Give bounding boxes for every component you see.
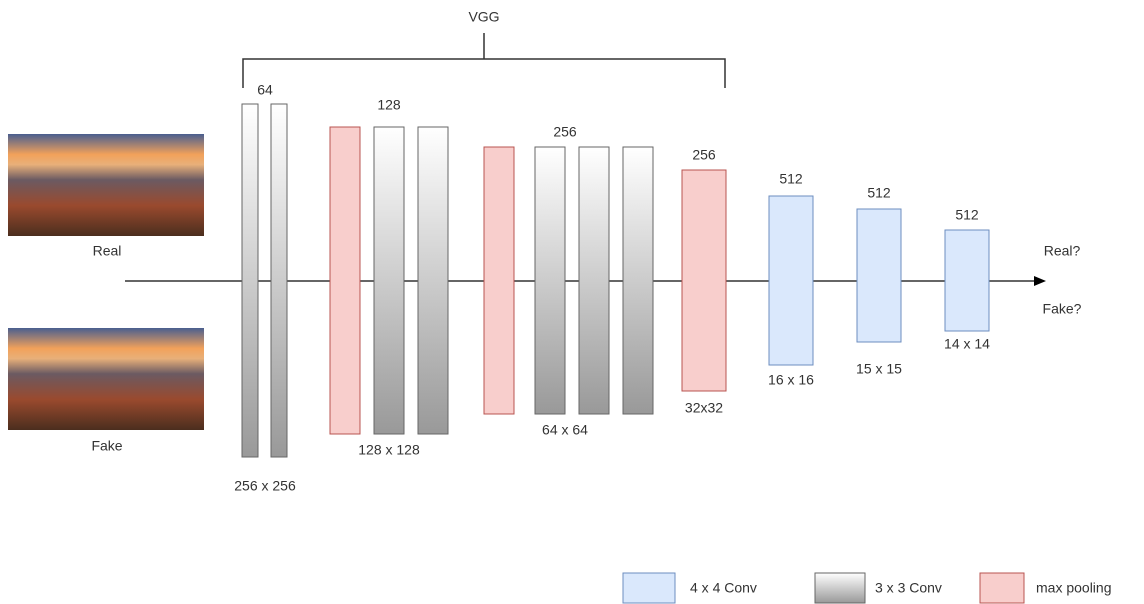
size-label: 32x32 xyxy=(685,400,723,416)
pool-layer xyxy=(330,127,360,434)
output-label: Fake? xyxy=(1043,301,1082,317)
arrow-head xyxy=(1034,276,1046,286)
legend-label: max pooling xyxy=(1036,580,1112,596)
size-label: 15 x 15 xyxy=(856,361,902,377)
channels-label: 512 xyxy=(955,207,979,223)
diagram: VGG Real Fake 64 256 x 256 128 128 x 128… xyxy=(0,0,1144,604)
channels-label: 256 xyxy=(692,147,716,163)
conv-layer xyxy=(535,147,565,414)
conv4-layer xyxy=(857,209,901,342)
channels-label: 256 xyxy=(553,124,577,140)
conv-layer xyxy=(242,104,258,457)
conv4-layer xyxy=(945,230,989,331)
conv-layer xyxy=(579,147,609,414)
conv-layer xyxy=(374,127,404,434)
size-label: 14 x 14 xyxy=(944,336,990,352)
real-image xyxy=(8,134,204,236)
legend-swatch xyxy=(623,573,675,603)
channels-label: 512 xyxy=(779,171,803,187)
conv-layer xyxy=(623,147,653,414)
conv-layer xyxy=(418,127,448,434)
body: VGG Real Fake 64 256 x 256 128 128 x 128… xyxy=(0,0,1144,604)
vgg-title: VGG xyxy=(468,9,499,25)
size-label: 128 x 128 xyxy=(358,442,420,458)
pool-layer xyxy=(484,147,514,414)
output-label: Real? xyxy=(1044,243,1081,259)
conv4-layer xyxy=(769,196,813,365)
input-label: Fake xyxy=(91,438,122,454)
page: VGG discriminator {"title": "VGG", "inpu… xyxy=(0,0,1144,604)
conv-layer xyxy=(271,104,287,457)
vgg-bracket xyxy=(243,33,725,88)
legend-swatch xyxy=(980,573,1024,603)
legend-label: 4 x 4 Conv xyxy=(690,580,757,596)
channels-label: 64 xyxy=(257,82,273,98)
size-label: 16 x 16 xyxy=(768,372,814,388)
channels-label: 512 xyxy=(867,185,891,201)
input-label: Real xyxy=(93,243,122,259)
pool-layer xyxy=(682,170,726,391)
size-label: 64 x 64 xyxy=(542,422,588,438)
legend-label: 3 x 3 Conv xyxy=(875,580,942,596)
channels-label: 128 xyxy=(377,97,401,113)
fake-image xyxy=(8,328,204,430)
legend-swatch xyxy=(815,573,865,603)
size-label: 256 x 256 xyxy=(234,478,296,494)
